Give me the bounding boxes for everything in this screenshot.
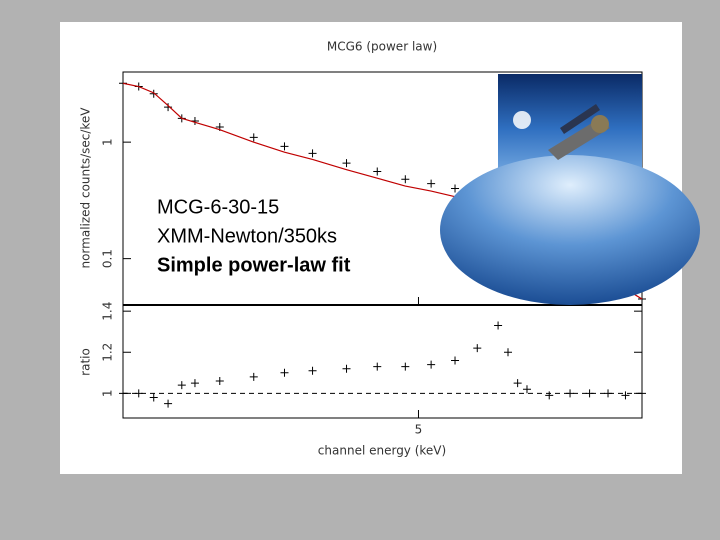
y-axis-label: normalized counts/sec/keV	[79, 107, 93, 269]
annotation: MCG-6-30-15	[157, 196, 279, 218]
y-tick-label: 1	[101, 390, 115, 398]
y-tick-label: 1	[101, 138, 115, 146]
annotations: MCG-6-30-15 XMM-Newton/350ks Simple power-…	[157, 196, 351, 276]
photo-earth	[440, 155, 700, 305]
data-point	[119, 389, 127, 398]
data-point	[451, 184, 460, 193]
plots: 0.1 1 1 1.2 1.4 5	[101, 79, 646, 437]
data-point	[373, 362, 382, 371]
data-point	[164, 103, 173, 112]
data-point	[638, 389, 646, 398]
data-point	[401, 362, 410, 371]
chart-title: MCG6 (power law)	[327, 40, 437, 54]
data-point	[513, 379, 522, 388]
data-point	[149, 89, 158, 98]
photo-solar-panel	[560, 104, 600, 134]
data-point	[621, 391, 630, 400]
data-point	[177, 381, 186, 390]
data-point	[308, 366, 317, 375]
data-point	[473, 344, 482, 353]
annotation: Simple power-law fit	[157, 254, 351, 276]
data-point	[164, 399, 173, 408]
data-point	[585, 389, 594, 398]
data-point	[134, 389, 143, 398]
data-point	[427, 360, 436, 369]
data-point	[249, 372, 258, 381]
data-point	[342, 159, 351, 168]
data-point	[522, 385, 531, 394]
data-point	[373, 167, 382, 176]
data-point	[308, 149, 317, 158]
x-axis-label: channel energy (keV)	[318, 444, 446, 458]
y-axis-label: ratio	[79, 348, 93, 376]
data-point	[494, 321, 503, 330]
data-point	[190, 379, 199, 388]
x-tick-label: 5	[415, 423, 423, 437]
y-tick-label: 1.2	[101, 343, 115, 362]
data-point	[280, 368, 289, 377]
data-point	[249, 133, 258, 142]
satellite-photo	[440, 74, 700, 305]
data-point	[427, 179, 436, 188]
data-point	[215, 377, 224, 386]
data-point	[604, 389, 613, 398]
photo-sun	[513, 111, 531, 129]
data-point	[638, 295, 646, 304]
data-point	[342, 364, 351, 373]
photo-satellite-mirror	[591, 115, 609, 133]
data-point	[149, 393, 158, 402]
data-point	[566, 389, 575, 398]
data-point	[451, 356, 460, 365]
data-point	[504, 348, 513, 357]
annotation: XMM-Newton/350ks	[157, 225, 337, 247]
data-point	[280, 142, 289, 151]
y-tick-label: 0.1	[101, 249, 115, 268]
data-point	[401, 175, 410, 184]
y-tick-label: 1.4	[101, 302, 115, 321]
data-point	[545, 391, 554, 400]
